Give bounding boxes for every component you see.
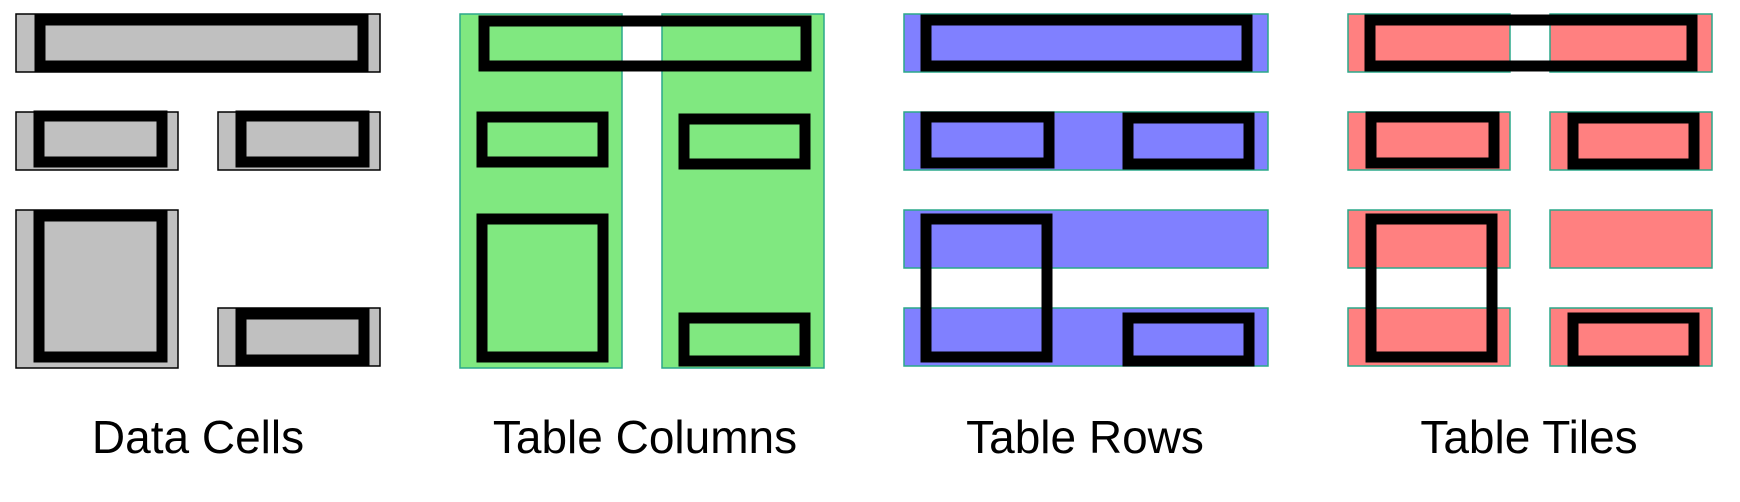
data-cell-frame bbox=[1122, 112, 1255, 170]
caption-data-cells: Data Cells bbox=[91, 411, 305, 463]
data-cell-frame bbox=[235, 308, 370, 366]
data-cell-frame bbox=[1364, 14, 1698, 72]
data-cell-frame bbox=[920, 213, 1053, 363]
data-cell-frame bbox=[476, 213, 609, 363]
table-tile-region bbox=[1549, 209, 1713, 269]
data-cell-frame bbox=[33, 210, 168, 363]
data-cell-frame bbox=[678, 312, 811, 367]
data-cell-frame bbox=[235, 110, 370, 168]
data-cell-frame bbox=[920, 111, 1055, 169]
data-cell-frame bbox=[1567, 112, 1700, 170]
data-cell-frame bbox=[1365, 111, 1500, 169]
caption-table-tiles: Table Tiles bbox=[1420, 411, 1638, 463]
caption-table-columns: Table Columns bbox=[492, 411, 798, 463]
caption-table-rows: Table Rows bbox=[966, 411, 1204, 463]
data-cell-frame bbox=[1567, 312, 1700, 367]
table-column-region bbox=[661, 13, 825, 369]
data-cell-frame bbox=[478, 15, 812, 72]
data-cell-frame bbox=[920, 14, 1253, 72]
data-cell-frame bbox=[678, 113, 811, 170]
data-cell-frame bbox=[33, 110, 168, 168]
data-cell-frame bbox=[1365, 213, 1498, 363]
data-cell-frame bbox=[34, 14, 369, 72]
data-cell-frame bbox=[476, 111, 609, 168]
data-cell-frame bbox=[1122, 312, 1255, 367]
